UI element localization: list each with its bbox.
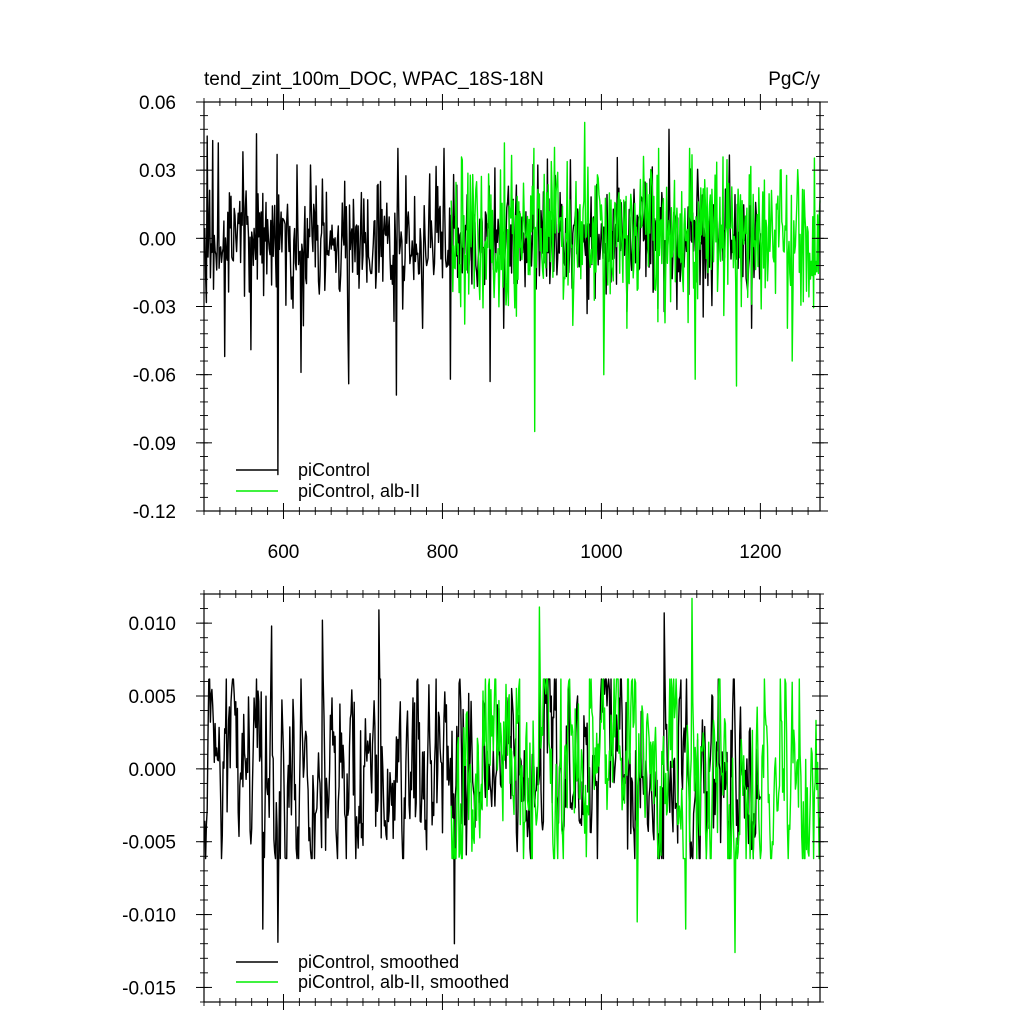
- y-tick-label: 0.010: [128, 614, 176, 635]
- legend-label: piControl, smoothed: [298, 952, 459, 972]
- legend-label: piControl, alb-II, smoothed: [298, 972, 509, 992]
- legend-label: piControl, alb-II: [298, 481, 420, 501]
- x-tick-label: 600: [268, 542, 300, 563]
- bottom-panel: 0.010 0.005 0.000 -0.005 -0.010 -0.015 piCont…: [122, 586, 828, 1010]
- y-tick-label: -0.005: [122, 833, 176, 854]
- units-label: PgC/y: [768, 69, 820, 90]
- y-tick-label: -0.12: [133, 502, 176, 523]
- chart-title: tend_zint_100m_DOC, WPAC_18S-18N: [204, 69, 544, 90]
- legend-label: piControl: [298, 460, 370, 480]
- series-line-2: [450, 597, 821, 954]
- y-tick-label: 0.000: [128, 760, 176, 781]
- top-panel: tend_zint_100m_DOC, WPAC_18S-18N PgC/y 0…: [133, 69, 828, 563]
- y-tick-label: -0.06: [133, 366, 176, 387]
- y-tick-label: 0.00: [139, 229, 176, 250]
- x-tick-label: 1000: [580, 542, 622, 563]
- y-tick-label: -0.09: [133, 434, 176, 455]
- y-tick-label: 0.03: [139, 161, 176, 182]
- y-tick-label: -0.015: [122, 978, 176, 999]
- x-tick-label: 1200: [739, 542, 781, 563]
- y-tick-label: 0.06: [139, 93, 176, 114]
- y-tick-label: -0.010: [122, 906, 176, 927]
- series-line-2: [450, 121, 821, 433]
- y-tick-label: -0.03: [133, 298, 176, 319]
- x-tick-label: 800: [427, 542, 459, 563]
- y-tick-label: 0.005: [128, 687, 176, 708]
